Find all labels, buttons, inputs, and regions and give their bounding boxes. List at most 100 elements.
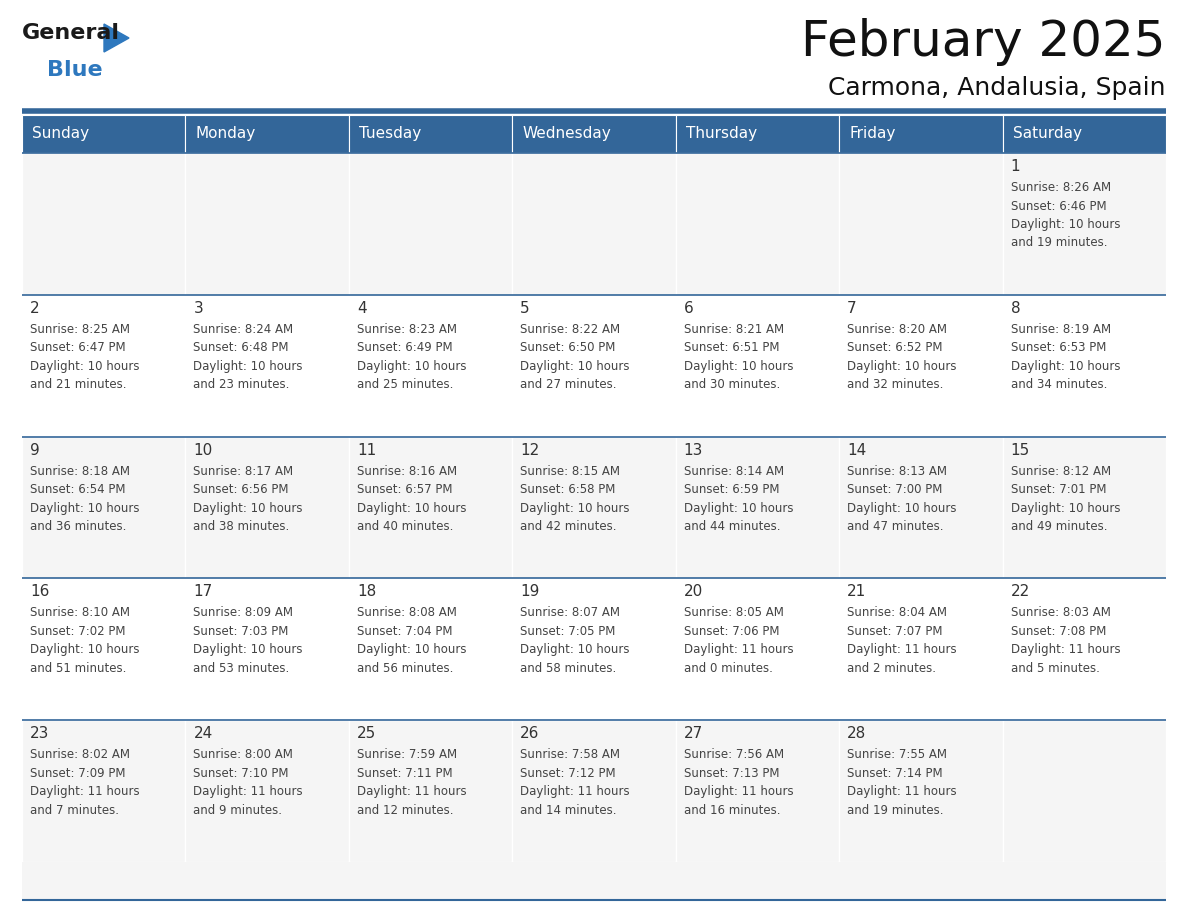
Bar xyxy=(23,862,1165,900)
Text: Sunrise: 8:17 AM: Sunrise: 8:17 AM xyxy=(194,465,293,477)
Text: Daylight: 10 hours: Daylight: 10 hours xyxy=(194,360,303,373)
Text: Daylight: 10 hours: Daylight: 10 hours xyxy=(684,501,794,515)
Bar xyxy=(1003,295,1165,437)
Text: Sunset: 7:03 PM: Sunset: 7:03 PM xyxy=(194,625,289,638)
Bar xyxy=(349,295,512,437)
Text: and 2 minutes.: and 2 minutes. xyxy=(847,662,936,675)
Text: and 42 minutes.: and 42 minutes. xyxy=(520,521,617,533)
Text: Daylight: 11 hours: Daylight: 11 hours xyxy=(847,644,956,656)
Text: Daylight: 10 hours: Daylight: 10 hours xyxy=(194,501,303,515)
Text: 3: 3 xyxy=(194,301,203,316)
Text: 18: 18 xyxy=(356,585,377,599)
Text: 17: 17 xyxy=(194,585,213,599)
Text: 28: 28 xyxy=(847,726,866,741)
Text: Sunday: Sunday xyxy=(32,127,89,141)
Bar xyxy=(23,578,185,721)
Text: Sunrise: 8:22 AM: Sunrise: 8:22 AM xyxy=(520,323,620,336)
Text: and 25 minutes.: and 25 minutes. xyxy=(356,378,454,391)
Text: Sunset: 7:09 PM: Sunset: 7:09 PM xyxy=(30,767,126,779)
Text: Sunrise: 8:26 AM: Sunrise: 8:26 AM xyxy=(1011,181,1111,194)
Text: 20: 20 xyxy=(684,585,703,599)
Text: and 23 minutes.: and 23 minutes. xyxy=(194,378,290,391)
Bar xyxy=(512,115,676,153)
Text: 9: 9 xyxy=(30,442,39,457)
Text: Sunset: 7:07 PM: Sunset: 7:07 PM xyxy=(847,625,942,638)
Text: Sunset: 7:10 PM: Sunset: 7:10 PM xyxy=(194,767,289,779)
Text: Sunset: 6:48 PM: Sunset: 6:48 PM xyxy=(194,341,289,354)
Text: Sunrise: 8:08 AM: Sunrise: 8:08 AM xyxy=(356,607,456,620)
Bar xyxy=(349,115,512,153)
Text: and 49 minutes.: and 49 minutes. xyxy=(1011,521,1107,533)
Text: and 36 minutes.: and 36 minutes. xyxy=(30,521,126,533)
Text: 12: 12 xyxy=(520,442,539,457)
Text: and 51 minutes.: and 51 minutes. xyxy=(30,662,126,675)
Text: Sunset: 7:11 PM: Sunset: 7:11 PM xyxy=(356,767,453,779)
Text: 5: 5 xyxy=(520,301,530,316)
Text: Sunset: 7:04 PM: Sunset: 7:04 PM xyxy=(356,625,453,638)
Text: 11: 11 xyxy=(356,442,377,457)
Text: 6: 6 xyxy=(684,301,694,316)
Text: Sunset: 7:13 PM: Sunset: 7:13 PM xyxy=(684,767,779,779)
Text: Sunrise: 8:10 AM: Sunrise: 8:10 AM xyxy=(30,607,129,620)
Text: 16: 16 xyxy=(30,585,50,599)
Text: Sunrise: 8:21 AM: Sunrise: 8:21 AM xyxy=(684,323,784,336)
Text: Sunset: 7:01 PM: Sunset: 7:01 PM xyxy=(1011,483,1106,496)
Text: Sunrise: 8:25 AM: Sunrise: 8:25 AM xyxy=(30,323,129,336)
Text: Sunset: 7:06 PM: Sunset: 7:06 PM xyxy=(684,625,779,638)
Text: and 40 minutes.: and 40 minutes. xyxy=(356,521,454,533)
Text: Sunset: 6:57 PM: Sunset: 6:57 PM xyxy=(356,483,453,496)
Bar xyxy=(676,153,839,295)
Text: 10: 10 xyxy=(194,442,213,457)
Text: Sunset: 6:52 PM: Sunset: 6:52 PM xyxy=(847,341,942,354)
Text: and 30 minutes.: and 30 minutes. xyxy=(684,378,781,391)
Bar xyxy=(1003,578,1165,721)
Text: Sunrise: 8:02 AM: Sunrise: 8:02 AM xyxy=(30,748,129,761)
Text: Sunrise: 8:12 AM: Sunrise: 8:12 AM xyxy=(1011,465,1111,477)
Text: and 58 minutes.: and 58 minutes. xyxy=(520,662,617,675)
Text: and 21 minutes.: and 21 minutes. xyxy=(30,378,126,391)
Text: Sunset: 6:50 PM: Sunset: 6:50 PM xyxy=(520,341,615,354)
Text: Sunrise: 8:05 AM: Sunrise: 8:05 AM xyxy=(684,607,784,620)
Text: Sunset: 7:00 PM: Sunset: 7:00 PM xyxy=(847,483,942,496)
Bar xyxy=(839,721,1003,862)
Text: Daylight: 11 hours: Daylight: 11 hours xyxy=(30,785,140,798)
Text: Sunrise: 8:13 AM: Sunrise: 8:13 AM xyxy=(847,465,947,477)
Text: Sunset: 7:08 PM: Sunset: 7:08 PM xyxy=(1011,625,1106,638)
Bar xyxy=(512,437,676,578)
Bar xyxy=(185,153,349,295)
Text: Sunset: 6:58 PM: Sunset: 6:58 PM xyxy=(520,483,615,496)
Text: and 12 minutes.: and 12 minutes. xyxy=(356,803,454,817)
Text: Daylight: 10 hours: Daylight: 10 hours xyxy=(847,501,956,515)
Text: Sunset: 7:12 PM: Sunset: 7:12 PM xyxy=(520,767,615,779)
Text: Sunrise: 8:18 AM: Sunrise: 8:18 AM xyxy=(30,465,129,477)
Text: Daylight: 11 hours: Daylight: 11 hours xyxy=(847,785,956,798)
Text: and 27 minutes.: and 27 minutes. xyxy=(520,378,617,391)
Bar xyxy=(349,437,512,578)
Text: Sunrise: 8:09 AM: Sunrise: 8:09 AM xyxy=(194,607,293,620)
Text: Blue: Blue xyxy=(48,60,102,80)
Text: 2: 2 xyxy=(30,301,39,316)
Text: 1: 1 xyxy=(1011,159,1020,174)
Text: Daylight: 11 hours: Daylight: 11 hours xyxy=(1011,644,1120,656)
Text: Saturday: Saturday xyxy=(1012,127,1081,141)
Text: and 38 minutes.: and 38 minutes. xyxy=(194,521,290,533)
Text: 24: 24 xyxy=(194,726,213,741)
Text: Tuesday: Tuesday xyxy=(359,127,421,141)
Text: Sunrise: 8:14 AM: Sunrise: 8:14 AM xyxy=(684,465,784,477)
Text: Daylight: 11 hours: Daylight: 11 hours xyxy=(356,785,467,798)
Text: Daylight: 10 hours: Daylight: 10 hours xyxy=(30,360,139,373)
Text: 26: 26 xyxy=(520,726,539,741)
Bar xyxy=(1003,115,1165,153)
Polygon shape xyxy=(105,24,129,52)
Text: and 16 minutes.: and 16 minutes. xyxy=(684,803,781,817)
Text: Daylight: 10 hours: Daylight: 10 hours xyxy=(30,501,139,515)
Text: Daylight: 11 hours: Daylight: 11 hours xyxy=(194,785,303,798)
Text: Sunrise: 8:00 AM: Sunrise: 8:00 AM xyxy=(194,748,293,761)
Text: General: General xyxy=(23,23,120,43)
Bar xyxy=(23,721,185,862)
Text: and 32 minutes.: and 32 minutes. xyxy=(847,378,943,391)
Text: Sunrise: 7:58 AM: Sunrise: 7:58 AM xyxy=(520,748,620,761)
Text: Friday: Friday xyxy=(849,127,896,141)
Text: 4: 4 xyxy=(356,301,366,316)
Bar xyxy=(512,295,676,437)
